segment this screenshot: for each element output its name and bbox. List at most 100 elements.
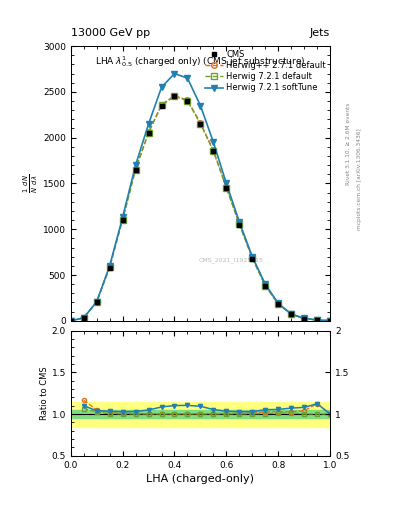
Herwig++ 2.7.1 default [328,317,332,324]
Herwig++ 2.7.1 default [172,93,177,99]
Herwig 7.2.1 default [94,299,99,305]
Herwig 7.2.1 default [289,311,294,317]
CMS [237,222,242,228]
Line: Herwig++ 2.7.1 default: Herwig++ 2.7.1 default [68,93,333,324]
CMS [185,98,190,104]
Herwig++ 2.7.1 default [94,298,99,305]
CMS [224,185,229,191]
Herwig 7.2.1 softTune [159,84,164,90]
Line: CMS: CMS [68,94,332,323]
Herwig 7.2.1 default [224,185,229,191]
CMS [81,315,86,321]
Herwig++ 2.7.1 default [146,129,151,135]
Herwig++ 2.7.1 default [315,317,320,323]
Herwig 7.2.1 softTune [250,253,255,260]
Herwig 7.2.1 softTune [198,102,203,109]
CMS [328,317,332,324]
Herwig 7.2.1 default [185,98,190,104]
Herwig 7.2.1 softTune [237,219,242,225]
Herwig++ 2.7.1 default [185,97,190,103]
Herwig++ 2.7.1 default [276,301,281,307]
Herwig++ 2.7.1 default [224,184,229,190]
Herwig++ 2.7.1 default [289,311,294,317]
Herwig 7.2.1 softTune [289,311,294,317]
Bar [71,410,330,418]
Herwig 7.2.1 default [211,148,216,154]
Line: Herwig 7.2.1 default: Herwig 7.2.1 default [68,94,333,324]
Herwig 7.2.1 default [328,317,332,324]
Text: Rivet 3.1.10, ≥ 2.6M events: Rivet 3.1.10, ≥ 2.6M events [345,102,350,184]
Herwig 7.2.1 default [159,102,164,109]
CMS [120,217,125,223]
Herwig 7.2.1 softTune [81,315,86,321]
Herwig++ 2.7.1 default [198,120,203,126]
Herwig 7.2.1 softTune [172,71,177,77]
CMS [172,93,177,99]
CMS [198,121,203,127]
Herwig 7.2.1 softTune [94,298,99,305]
CMS [159,102,164,109]
Herwig 7.2.1 default [146,130,151,136]
Y-axis label: $\frac{1}{N}\,\frac{dN}{d\lambda}$: $\frac{1}{N}\,\frac{dN}{d\lambda}$ [22,174,40,193]
Herwig 7.2.1 default [276,301,281,307]
Text: CMS_2021_I1925615: CMS_2021_I1925615 [199,258,264,263]
Herwig++ 2.7.1 default [159,101,164,108]
CMS [276,301,281,307]
Herwig 7.2.1 softTune [146,121,151,127]
Legend: CMS, Herwig++ 2.7.1 default, Herwig 7.2.1 default, Herwig 7.2.1 softTune: CMS, Herwig++ 2.7.1 default, Herwig 7.2.… [203,49,328,94]
Herwig 7.2.1 softTune [276,301,281,307]
Herwig 7.2.1 softTune [315,317,320,323]
Herwig++ 2.7.1 default [81,314,86,321]
CMS [146,130,151,136]
Herwig 7.2.1 softTune [185,75,190,81]
Herwig 7.2.1 softTune [224,180,229,186]
Herwig 7.2.1 default [263,283,268,289]
Text: Jets: Jets [310,28,330,38]
Herwig 7.2.1 softTune [328,317,332,324]
CMS [315,317,320,323]
Herwig++ 2.7.1 default [133,166,138,172]
CMS [107,265,112,271]
Y-axis label: Ratio to CMS: Ratio to CMS [40,367,49,420]
CMS [263,283,268,289]
Text: mcplots.cern.ch [arXiv:1306.3436]: mcplots.cern.ch [arXiv:1306.3436] [357,129,362,230]
Herwig 7.2.1 softTune [263,281,268,287]
Herwig++ 2.7.1 default [68,318,73,324]
Herwig 7.2.1 softTune [211,139,216,145]
Herwig++ 2.7.1 default [211,147,216,154]
Herwig 7.2.1 default [198,121,203,127]
Line: Herwig 7.2.1 softTune: Herwig 7.2.1 softTune [68,71,333,324]
Herwig 7.2.1 default [81,315,86,321]
Herwig++ 2.7.1 default [107,264,112,270]
Herwig 7.2.1 default [172,93,177,99]
Herwig 7.2.1 default [68,318,73,324]
Herwig 7.2.1 default [133,166,138,173]
Herwig 7.2.1 default [120,217,125,223]
CMS [211,148,216,155]
Text: 13000 GeV pp: 13000 GeV pp [71,28,150,38]
Herwig 7.2.1 default [237,221,242,227]
CMS [289,311,294,317]
CMS [302,315,307,322]
Herwig++ 2.7.1 default [120,216,125,222]
Herwig++ 2.7.1 default [250,254,255,261]
Herwig 7.2.1 softTune [120,214,125,220]
Herwig 7.2.1 default [315,317,320,323]
CMS [133,166,138,173]
CMS [68,318,73,324]
Herwig 7.2.1 softTune [133,162,138,168]
Text: LHA $\lambda^{1}_{0.5}$ (charged only) (CMS jet substructure): LHA $\lambda^{1}_{0.5}$ (charged only) (… [95,54,306,69]
X-axis label: LHA (charged-only): LHA (charged-only) [147,474,254,484]
Herwig++ 2.7.1 default [302,315,307,322]
Herwig 7.2.1 default [107,264,112,270]
Herwig++ 2.7.1 default [263,282,268,288]
CMS [94,300,99,306]
Herwig++ 2.7.1 default [237,221,242,227]
Bar [71,401,330,426]
Herwig 7.2.1 default [302,315,307,322]
Herwig 7.2.1 softTune [302,315,307,322]
Herwig 7.2.1 softTune [68,318,73,324]
Herwig 7.2.1 softTune [107,263,112,269]
Herwig 7.2.1 default [250,255,255,262]
CMS [250,255,255,262]
